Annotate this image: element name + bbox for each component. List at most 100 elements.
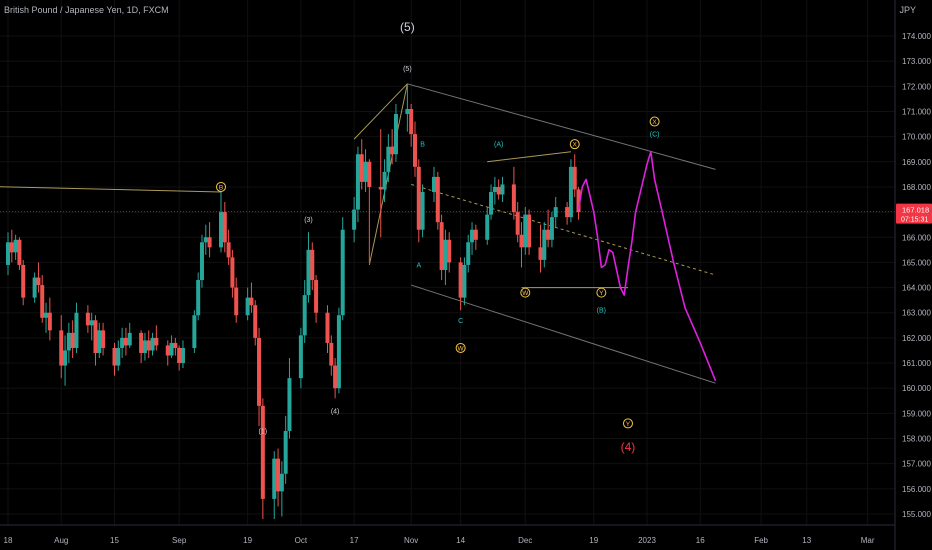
candle xyxy=(352,197,357,243)
wave-label-wA2: (A) xyxy=(494,142,503,149)
candle-body xyxy=(226,242,231,258)
candle-body xyxy=(120,337,125,348)
candle-body xyxy=(336,315,341,389)
candle xyxy=(230,249,235,298)
candle-body xyxy=(177,347,182,364)
candle-body xyxy=(409,108,414,135)
candle-body xyxy=(447,239,452,263)
candle-body xyxy=(314,280,319,313)
candle-body xyxy=(47,312,52,331)
candle-body xyxy=(97,330,102,353)
candle-body xyxy=(542,229,547,260)
candle-body xyxy=(359,154,364,182)
candle-body xyxy=(367,161,372,187)
candle xyxy=(257,327,262,426)
y-tick-label: 160.000 xyxy=(902,384,931,393)
candle-body xyxy=(310,249,315,281)
candle xyxy=(97,322,102,359)
candle-body xyxy=(13,239,18,253)
x-tick-label: 19 xyxy=(589,536,598,545)
candle-body xyxy=(306,249,311,296)
candle-body xyxy=(89,320,94,326)
candle xyxy=(314,275,319,323)
x-tick-label: 14 xyxy=(456,536,465,545)
x-tick-label: 16 xyxy=(696,536,705,545)
candle-body xyxy=(538,247,543,260)
y-tick-label: 163.000 xyxy=(902,309,931,318)
candle xyxy=(85,305,90,333)
y-tick-label: 164.000 xyxy=(902,284,931,293)
candle-body xyxy=(432,176,436,192)
y-tick-label: 173.000 xyxy=(902,57,931,66)
candle xyxy=(142,332,147,361)
candle xyxy=(21,259,26,306)
candle-body xyxy=(207,237,212,248)
candle xyxy=(435,171,440,230)
candle xyxy=(13,234,18,260)
candles[interactable] xyxy=(0,83,581,520)
wave-label-wC2: (C) xyxy=(650,132,660,139)
candle xyxy=(32,272,37,303)
candle-body xyxy=(199,242,204,281)
candle-body xyxy=(203,237,208,243)
candle xyxy=(511,166,516,220)
y-tick-label: 174.000 xyxy=(902,32,931,41)
candle xyxy=(390,129,395,165)
candle-body xyxy=(302,295,307,336)
candle xyxy=(576,186,581,220)
candle xyxy=(276,448,281,507)
candle-body xyxy=(139,332,144,353)
candle-body xyxy=(222,212,227,243)
candle-body xyxy=(576,189,581,213)
candle xyxy=(89,312,94,341)
circle-label-text: B xyxy=(219,184,223,191)
candle-body xyxy=(500,184,505,195)
candle xyxy=(66,322,71,364)
candle-body xyxy=(63,350,68,366)
candle xyxy=(253,300,258,346)
candle-body xyxy=(416,166,421,230)
candle-body xyxy=(154,337,159,346)
candle-body xyxy=(234,287,239,316)
candle-body xyxy=(443,239,448,270)
wave-label-big-5: (5) xyxy=(400,20,415,34)
x-tick-label: Mar xyxy=(861,536,875,545)
candle xyxy=(93,315,98,366)
candle-body xyxy=(123,337,128,346)
candle-body xyxy=(192,315,197,348)
candle-body xyxy=(253,305,258,338)
circle-label-text: W xyxy=(458,345,465,352)
x-tick-label: Aug xyxy=(54,536,68,545)
candle xyxy=(17,237,22,270)
candle-body xyxy=(565,207,570,218)
candle-body xyxy=(169,342,174,356)
candle-body xyxy=(568,166,573,218)
candle-body xyxy=(382,171,387,190)
candle xyxy=(283,415,288,484)
candle-body xyxy=(439,222,444,270)
candle xyxy=(565,202,570,225)
candle xyxy=(527,209,532,255)
candle-body xyxy=(249,297,254,306)
candle xyxy=(74,302,79,353)
candle-body xyxy=(473,229,478,240)
candle xyxy=(412,121,417,177)
candle xyxy=(199,234,204,288)
candle-body xyxy=(196,280,201,316)
candle xyxy=(549,212,554,248)
candle xyxy=(9,229,14,263)
candle-body xyxy=(93,320,98,353)
candle-body xyxy=(572,166,577,190)
candle xyxy=(154,325,159,351)
candle xyxy=(458,257,463,311)
candle xyxy=(123,327,128,356)
candle-body xyxy=(127,332,132,346)
circle-label-text: Y xyxy=(626,421,631,428)
y-tick-label: 155.000 xyxy=(902,510,931,519)
circle-label-cX2: X xyxy=(649,116,660,127)
candle xyxy=(306,232,311,303)
candle-body xyxy=(112,347,117,366)
wave-label-wC: C xyxy=(458,318,463,325)
circle-label-ring xyxy=(520,287,531,298)
